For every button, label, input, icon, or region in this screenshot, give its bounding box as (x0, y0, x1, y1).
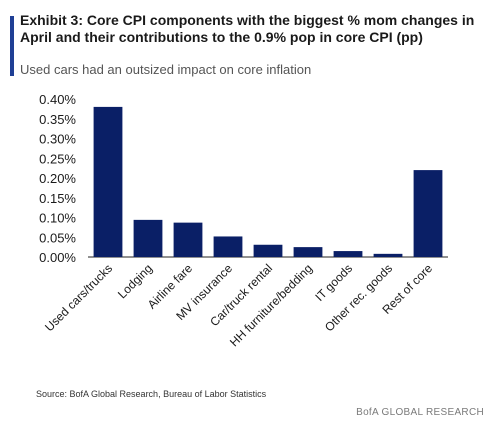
y-tick-label: 0.05% (39, 230, 76, 245)
y-tick-label: 0.15% (39, 191, 76, 206)
y-tick-label: 0.35% (39, 112, 76, 127)
bar (373, 253, 403, 257)
bar (93, 106, 123, 258)
chart-subtitle: Used cars had an outsized impact on core… (20, 62, 312, 77)
bar (413, 170, 443, 257)
bar (133, 219, 163, 257)
y-tick-label: 0.10% (39, 211, 76, 226)
chart-title: Exhibit 3: Core CPI components with the … (20, 12, 475, 45)
y-tick-label: 0.40% (39, 92, 76, 107)
source-note: Source: BofA Global Research, Bureau of … (36, 389, 267, 399)
bar (333, 251, 363, 257)
y-tick-label: 0.20% (39, 171, 76, 186)
y-tick-label: 0.30% (39, 132, 76, 147)
bar (213, 236, 243, 257)
y-tick-label: 0.00% (39, 250, 76, 265)
bar (293, 247, 323, 257)
y-tick-label: 0.25% (39, 151, 76, 166)
brand-footer: BofA GLOBAL RESEARCH (356, 407, 484, 418)
x-category-label: Lodging (115, 261, 155, 301)
bar (253, 244, 283, 257)
title-accent-bar (10, 16, 14, 76)
x-category-label: Used cars/trucks (42, 261, 115, 334)
bar (173, 222, 203, 257)
